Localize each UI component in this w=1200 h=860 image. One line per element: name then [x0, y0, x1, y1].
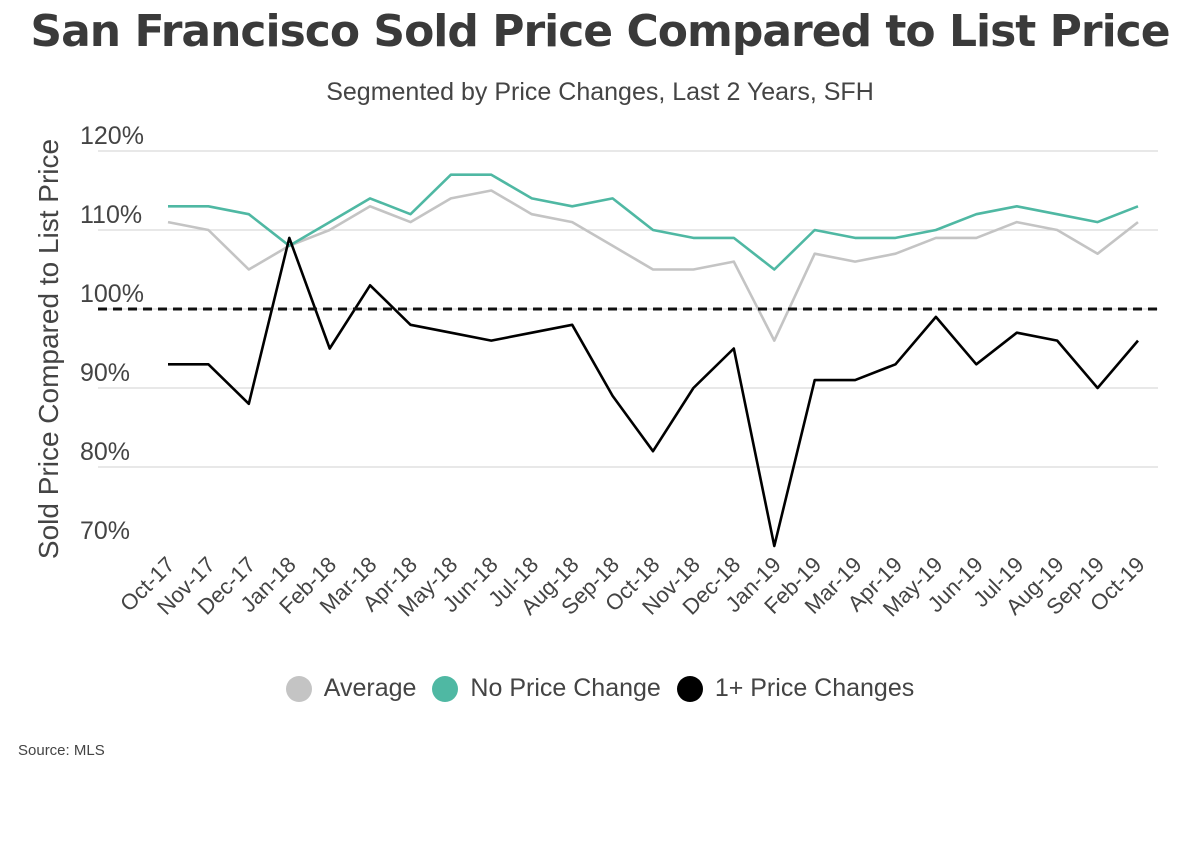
source-note: Source: MLS — [18, 742, 105, 759]
legend: Average No Price Change 1+ Price Changes — [0, 674, 1200, 703]
y-tick-label: 80% — [80, 438, 130, 466]
legend-item-average: Average — [285, 674, 417, 703]
y-tick-label: 70% — [80, 517, 130, 545]
legend-swatch-average — [285, 675, 312, 702]
legend-item-price-changes: 1+ Price Changes — [676, 674, 915, 703]
y-tick-label: 110% — [80, 201, 142, 229]
legend-label-price-changes: 1+ Price Changes — [714, 674, 915, 702]
legend-item-no-price-change: No Price Change — [432, 674, 661, 703]
y-tick-label: 90% — [80, 359, 130, 387]
y-axis-label: Sold Price Compared to List Price — [33, 139, 64, 559]
chart-title: San Francisco Sold Price Compared to Lis… — [30, 6, 1170, 57]
no-price-change-line — [168, 173, 1139, 271]
y-tick-label: 120% — [80, 122, 144, 150]
legend-swatch-price-changes — [676, 675, 703, 702]
legend-swatch-no-price-change — [432, 675, 459, 702]
price-changes-line — [168, 236, 1139, 548]
legend-label-no-price-change: No Price Change — [470, 674, 661, 702]
chart-subtitle: Segmented by Price Changes, Last 2 Years… — [326, 78, 874, 106]
y-tick-label: 100% — [80, 280, 144, 308]
average-line — [167, 189, 1139, 342]
legend-label-average: Average — [323, 674, 417, 702]
